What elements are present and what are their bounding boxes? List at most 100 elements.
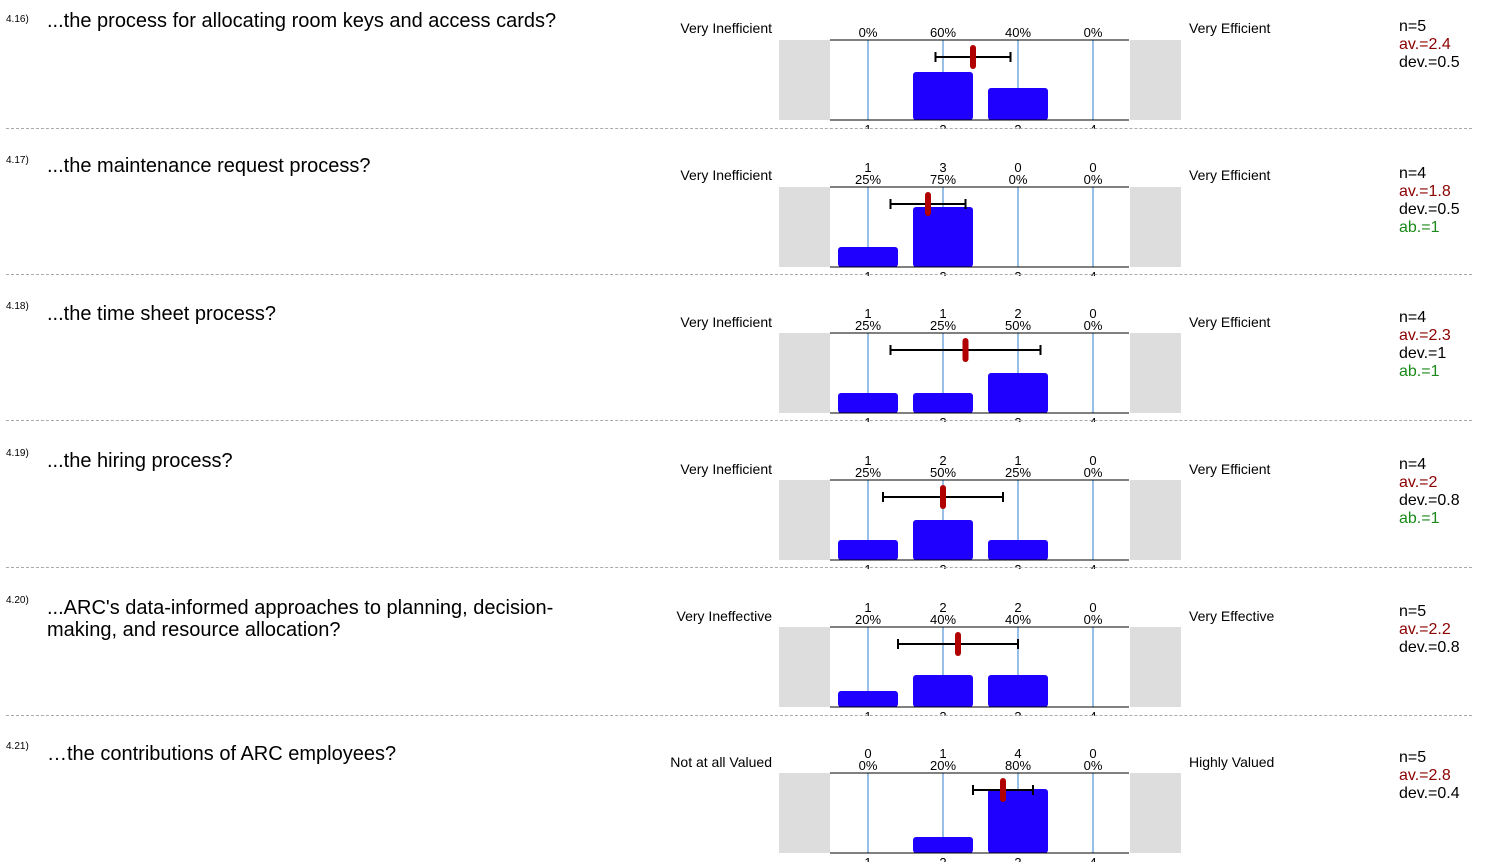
bar	[913, 393, 973, 413]
percent-label: 0%	[1009, 172, 1028, 187]
stat-deviation: dev.=1	[1399, 345, 1447, 362]
mean-marker	[940, 485, 946, 509]
percent-label: 75%	[930, 172, 956, 187]
count-label: 2	[1014, 306, 1021, 321]
stat-average: av.=2.3	[1399, 327, 1451, 344]
scale-left-label: Very Inefficient	[680, 314, 772, 330]
stat-deviation: dev.=0.8	[1399, 639, 1460, 656]
right-side-panel	[1130, 773, 1181, 853]
stat-abstentions: ab.=1	[1399, 510, 1440, 527]
percent-label: 0%	[859, 25, 878, 40]
stat-n: n=4	[1399, 165, 1427, 182]
question-block: 4.17) ...the maintenance request process…	[0, 29, 1497, 284]
percent-label: 25%	[855, 172, 881, 187]
bar	[988, 540, 1048, 560]
stat-n: n=4	[1399, 309, 1427, 326]
stats-panel: n=5 av.=2.2 dev.=0.8	[1399, 603, 1460, 657]
percent-label: 40%	[1005, 612, 1031, 627]
mean-marker	[1000, 778, 1006, 802]
stats-panel: n=5 av.=2.4 dev.=0.5	[1399, 18, 1460, 72]
count-label: 1	[1014, 453, 1021, 468]
count-label: 2	[939, 453, 946, 468]
question-number: 4.17)	[6, 155, 29, 166]
stat-average: av.=1.8	[1399, 183, 1451, 200]
stat-deviation: dev.=0.5	[1399, 54, 1460, 71]
stat-average: av.=2.8	[1399, 767, 1451, 784]
stat-average: av.=2.2	[1399, 621, 1451, 638]
separator-line	[6, 274, 1472, 275]
scale-right-label: Very Effective	[1189, 608, 1275, 624]
scale-right-label: Very Efficient	[1189, 167, 1271, 183]
percent-label: 0%	[1084, 172, 1103, 187]
question-block: 4.19) ...the hiring process? Very Ineffi…	[0, 322, 1497, 577]
percent-label: 50%	[1005, 318, 1031, 333]
percent-label: 50%	[930, 465, 956, 480]
stat-deviation: dev.=0.8	[1399, 492, 1460, 509]
percent-label: 40%	[930, 612, 956, 627]
question-number: 4.19)	[6, 448, 29, 459]
percent-label: 25%	[1005, 465, 1031, 480]
left-side-panel	[779, 627, 830, 707]
question-text: ...the hiring process?	[47, 450, 233, 472]
distribution-chart: 125%1250%2125%300%4	[779, 429, 1181, 577]
stats-panel: n=4 av.=2.3 dev.=1 ab.=1	[1399, 309, 1451, 381]
scale-left-label: Very Inefficient	[680, 20, 772, 36]
chart-svg: 00%1120%2480%300%4	[779, 746, 1181, 867]
question-number: 4.16)	[6, 14, 29, 25]
stats-panel: n=4 av.=2 dev.=0.8 ab.=1	[1399, 456, 1460, 528]
percent-label: 25%	[930, 318, 956, 333]
count-label: 1	[864, 600, 871, 615]
stat-deviation: dev.=0.4	[1399, 785, 1460, 802]
mean-marker	[970, 45, 976, 69]
count-label: 2	[1014, 600, 1021, 615]
percent-label: 80%	[1005, 758, 1031, 773]
stats-panel: n=4 av.=1.8 dev.=0.5 ab.=1	[1399, 165, 1460, 237]
question-number: 4.21)	[6, 741, 29, 752]
percent-label: 25%	[855, 465, 881, 480]
bar	[838, 393, 898, 413]
stat-average: av.=2.4	[1399, 36, 1451, 53]
left-side-panel	[779, 333, 830, 413]
left-side-panel	[779, 40, 830, 120]
mean-marker	[925, 192, 931, 216]
bar	[913, 837, 973, 853]
count-label: 0	[1089, 600, 1096, 615]
right-side-panel	[1130, 627, 1181, 707]
chart-svg: 0%160%240%30%4	[779, 25, 1181, 137]
bar	[838, 691, 898, 707]
scale-right-label: Highly Valued	[1189, 754, 1275, 770]
scale-left-label: Very Inefficient	[680, 461, 772, 477]
count-label: 1	[864, 160, 871, 175]
right-side-panel	[1130, 187, 1181, 267]
scale-right-label: Very Efficient	[1189, 314, 1271, 330]
percent-label: 0%	[1084, 465, 1103, 480]
stat-abstentions: ab.=1	[1399, 363, 1440, 380]
bar	[913, 520, 973, 560]
question-text: ...the maintenance request process?	[47, 155, 371, 177]
percent-label: 0%	[1084, 318, 1103, 333]
count-label: 3	[939, 160, 946, 175]
bar	[988, 88, 1048, 120]
bar	[988, 789, 1048, 853]
scale-right-label: Very Efficient	[1189, 20, 1271, 36]
chart-svg: 120%1240%2240%300%4	[779, 600, 1181, 724]
count-label: 1	[939, 306, 946, 321]
count-label: 1	[864, 453, 871, 468]
category-label: 3	[1014, 855, 1021, 862]
bar	[913, 72, 973, 120]
bar	[838, 540, 898, 560]
count-label: 4	[1014, 746, 1021, 761]
count-label: 0	[1089, 160, 1096, 175]
chart-svg: 125%1250%2125%300%4	[779, 453, 1181, 577]
right-side-panel	[1130, 40, 1181, 120]
category-label: 2	[939, 855, 946, 862]
percent-label: 0%	[1084, 758, 1103, 773]
bar	[913, 675, 973, 707]
right-side-panel	[1130, 480, 1181, 560]
question-text: ...the time sheet process?	[47, 303, 277, 325]
category-label: 1	[864, 855, 871, 862]
distribution-chart: 120%1240%2240%300%4	[779, 576, 1181, 724]
question-text: ...ARC's data-informed approaches to pla…	[47, 597, 554, 641]
count-label: 0	[1014, 160, 1021, 175]
right-side-panel	[1130, 333, 1181, 413]
